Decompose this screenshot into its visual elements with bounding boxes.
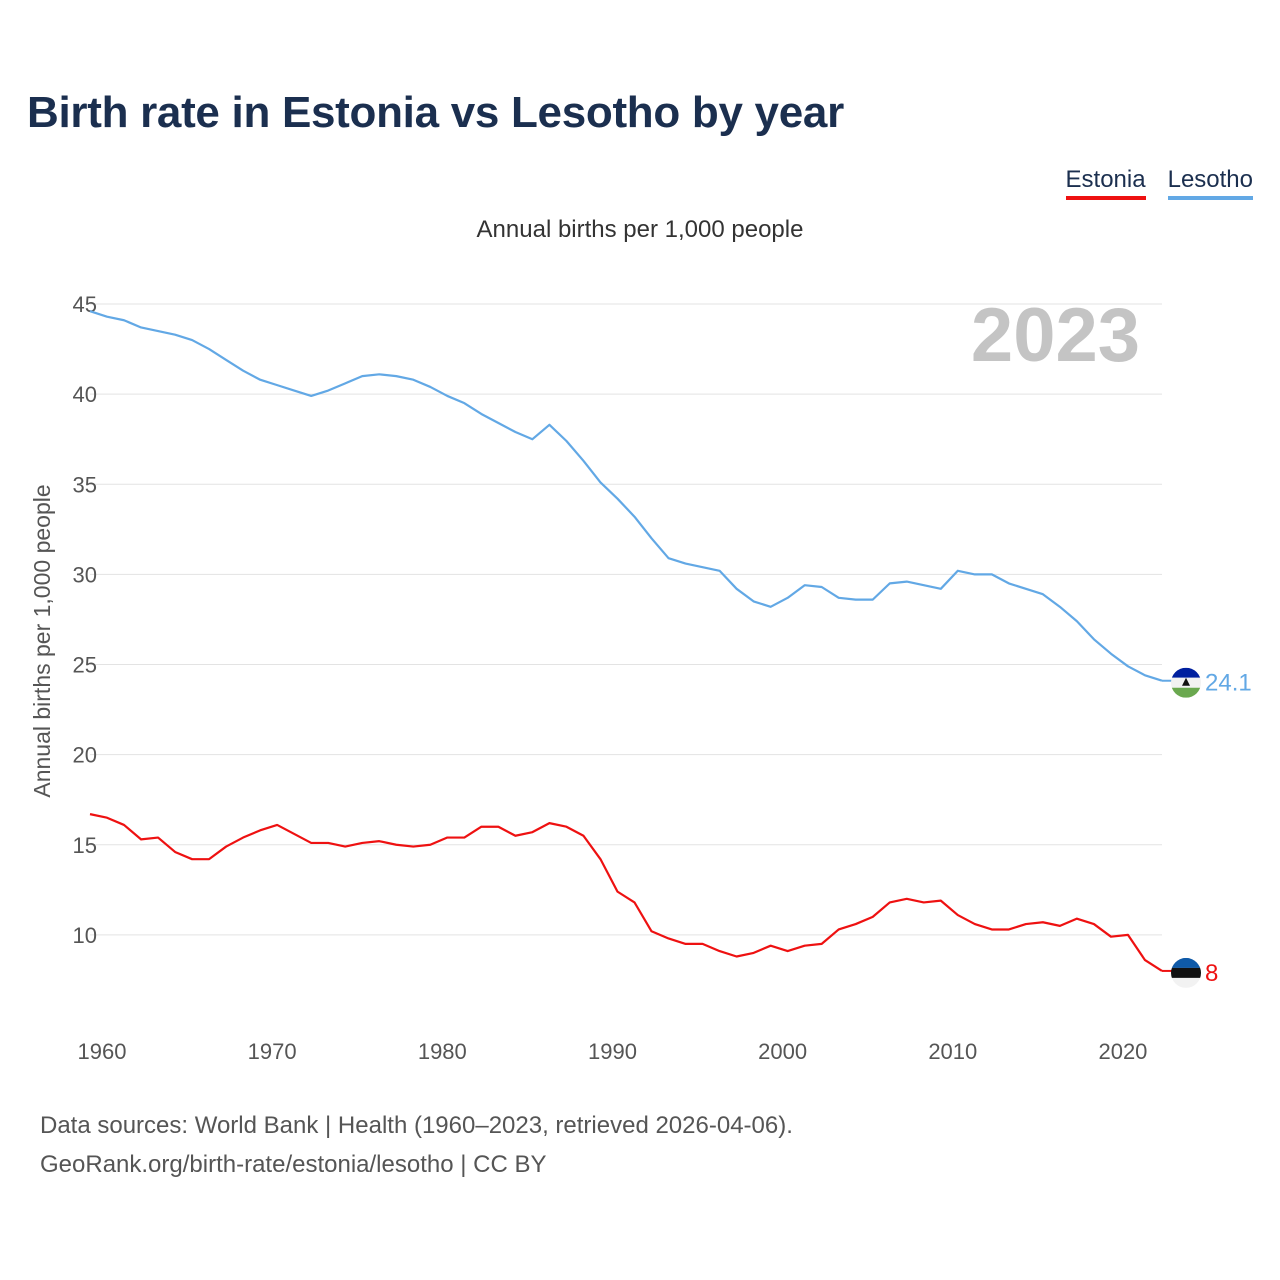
y-tick-label-25: 25 [73, 653, 97, 678]
end-label-estonia: 8 [1205, 960, 1218, 987]
x-tick-label-2000: 2000 [758, 1039, 807, 1064]
legend-item-estonia[interactable]: Estonia [1065, 166, 1146, 200]
y-axis-label: Annual births per 1,000 people [29, 484, 55, 797]
x-tick-label-1980: 1980 [418, 1039, 467, 1064]
footer: Data sources: World Bank | Health (1960–… [40, 1106, 793, 1184]
end-label-lesotho: 24.1 [1205, 670, 1252, 697]
y-tick-label-10: 10 [73, 923, 97, 948]
y-tick-label-20: 20 [73, 743, 97, 768]
chart-title: Birth rate in Estonia vs Lesotho by year [27, 88, 844, 137]
y-tick-label-35: 35 [73, 472, 97, 497]
x-tick-label-1970: 1970 [248, 1039, 297, 1064]
chart-subtitle: Annual births per 1,000 people [476, 216, 804, 243]
source-note: Data sources: World Bank | Health (1960–… [40, 1112, 793, 1139]
legend: Estonia Lesotho [1065, 166, 1253, 200]
x-tick-label-1990: 1990 [588, 1039, 637, 1064]
legend-item-lesotho[interactable]: Lesotho [1167, 166, 1253, 200]
x-tick-label-2020: 2020 [1098, 1039, 1147, 1064]
end-markers: 24.18 [1171, 667, 1252, 988]
series-line-estonia[interactable] [89, 813, 1163, 972]
estonia-flag-icon [1171, 957, 1201, 988]
year-label: 2023 [971, 293, 1140, 378]
x-tick-label-2010: 2010 [928, 1039, 977, 1064]
gridlines [90, 303, 1162, 936]
y-tick-label-30: 30 [73, 562, 97, 587]
series-line-lesotho[interactable] [89, 310, 1163, 682]
source-link[interactable]: GeoRank.org/birth-rate/estonia/lesotho |… [40, 1151, 547, 1178]
series-lines [89, 310, 1172, 972]
lesotho-flag-icon [1171, 667, 1201, 698]
y-tick-label-15: 15 [73, 833, 97, 858]
y-tick-label-40: 40 [73, 382, 97, 407]
x-axis-ticks: 1960 1970 1980 1990 2000 2010 2020 [78, 1039, 1148, 1064]
x-tick-label-1960: 1960 [78, 1039, 127, 1064]
